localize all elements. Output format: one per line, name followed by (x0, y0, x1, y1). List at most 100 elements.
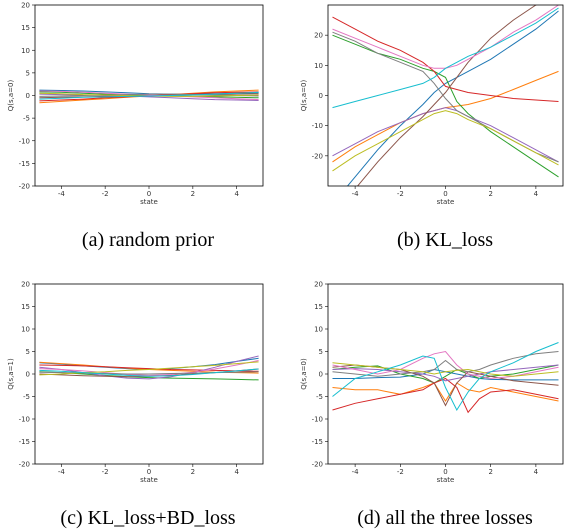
x-tick-label: 0 (147, 468, 151, 476)
x-tick-label: 0 (443, 468, 447, 476)
x-tick-label: 2 (191, 468, 195, 476)
series-lines (39, 355, 259, 381)
plot-frame (327, 283, 564, 465)
panel-random-prior: -4 -2 0 2 420151050-5-10-15-20stateQ(s,a=0)(… (7, 2, 264, 251)
x-tick-label: 2 (488, 468, 492, 476)
series-line-9 (332, 110, 559, 172)
x-axis-label: state (140, 476, 158, 484)
x-tick-label: 2 (191, 190, 195, 198)
y-tick-label: -15 (312, 438, 323, 446)
x-tick-label: 4 (534, 468, 539, 476)
series-lines (39, 89, 259, 104)
y-axis-label: Q(s,a=1) (7, 358, 15, 390)
panel-all-three-losses: -4 -2 0 2 420151050-5-10-15-20stateQ(s,a=0)(… (300, 281, 564, 529)
x-tick-label: 0 (147, 190, 151, 198)
y-tick-label: 10 (314, 326, 323, 334)
y-tick-label: 20 (21, 281, 30, 289)
series-line-6 (356, 5, 537, 186)
x-tick-label: 4 (234, 468, 239, 476)
series-line-2 (332, 382, 559, 402)
series-line-6 (332, 364, 559, 407)
series-line-1 (346, 10, 559, 186)
y-tick-label: -10 (312, 122, 323, 130)
x-tick-label: -4 (352, 190, 360, 198)
y-tick-label: 0 (26, 371, 30, 379)
series-line-2 (332, 70, 559, 163)
y-tick-label: -5 (316, 393, 323, 401)
y-tick-label: -10 (19, 137, 30, 145)
series-lines (332, 5, 559, 186)
series-line-5 (332, 107, 559, 163)
x-tick-label: -4 (58, 190, 66, 198)
y-tick-label: 0 (26, 92, 30, 100)
y-tick-label: 20 (314, 32, 323, 40)
panel-kl-bd-loss: -4 -2 0 2 420151050-5-10-15-20stateQ(s,a=1)(… (7, 281, 264, 529)
y-tick-label: 10 (21, 326, 30, 334)
series-lines (332, 342, 559, 414)
series-line-4 (332, 16, 559, 102)
x-axis-label: state (437, 476, 455, 484)
y-tick-label: 15 (314, 303, 323, 311)
x-tick-label: 4 (534, 190, 539, 198)
y-tick-label: 15 (21, 303, 30, 311)
series-line-7 (39, 360, 259, 376)
series-line-5 (39, 93, 259, 101)
y-tick-label: -20 (19, 183, 30, 191)
x-tick-label: -2 (102, 190, 109, 198)
series-line-8 (332, 351, 559, 377)
y-tick-label: 5 (319, 348, 323, 356)
series-line-10 (332, 342, 559, 412)
y-tick-label: -15 (19, 160, 30, 168)
series-line-10 (39, 368, 259, 377)
y-axis-label: Q(s,a=0) (300, 358, 308, 390)
series-line-9 (332, 362, 559, 377)
x-tick-label: 0 (443, 190, 447, 198)
y-tick-label: -5 (23, 393, 30, 401)
y-tick-label: -10 (312, 416, 323, 424)
x-axis-label: state (437, 198, 455, 206)
x-tick-label: -2 (397, 468, 404, 476)
x-tick-label: 4 (234, 190, 239, 198)
x-tick-label: -4 (352, 468, 360, 476)
series-line-10 (332, 7, 559, 109)
series-line-7 (39, 90, 259, 101)
series-line-7 (332, 350, 559, 380)
y-tick-label: -5 (23, 115, 30, 123)
series-line-5 (332, 364, 559, 382)
x-tick-label: -2 (102, 468, 109, 476)
series-line-9 (39, 361, 259, 376)
y-tick-label: -20 (312, 461, 323, 469)
y-axis-label: Q(s,a=0) (7, 80, 15, 112)
x-tick-label: -2 (397, 190, 404, 198)
subfigure-caption: (b) KL_loss (397, 229, 493, 251)
y-tick-label: 10 (314, 62, 323, 70)
subfigure-caption: (d) all the three losses (357, 507, 533, 529)
plot-frame (327, 4, 564, 187)
y-tick-label: 5 (26, 348, 30, 356)
y-tick-label: -20 (312, 152, 323, 160)
y-axis-label: Q(s,a=0) (300, 80, 308, 112)
y-tick-label: 5 (26, 69, 30, 77)
series-line-10 (39, 91, 259, 100)
y-tick-label: 20 (21, 2, 30, 10)
y-tick-label: 0 (319, 92, 323, 100)
y-tick-label: 0 (319, 371, 323, 379)
y-tick-label: -10 (19, 416, 30, 424)
y-tick-label: 20 (314, 281, 323, 289)
subfigure-caption: (a) random prior (82, 229, 215, 251)
series-line-4 (39, 364, 259, 372)
y-tick-label: 10 (21, 47, 30, 55)
series-line-8 (39, 93, 259, 97)
series-line-8 (332, 31, 559, 163)
series-line-5 (39, 355, 259, 380)
x-axis-label: state (140, 198, 158, 206)
x-tick-label: 2 (488, 190, 492, 198)
y-tick-label: 15 (21, 24, 30, 32)
series-line-4 (332, 377, 559, 414)
series-line-3 (332, 34, 559, 178)
subfigure-caption: (c) KL_loss+BD_loss (60, 507, 235, 529)
y-tick-label: -15 (19, 438, 30, 446)
y-tick-label: -20 (19, 461, 30, 469)
